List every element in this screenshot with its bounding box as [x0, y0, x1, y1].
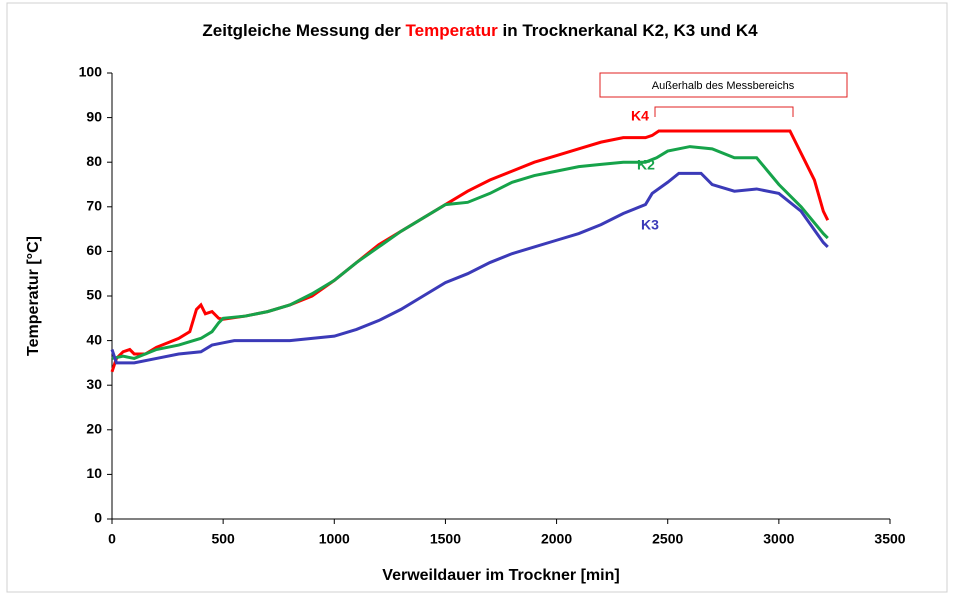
title-part: Zeitgleiche Messung der — [202, 21, 401, 40]
title-part: Temperatur — [406, 21, 499, 40]
y-tick-label: 30 — [86, 376, 102, 392]
x-tick-label: 3000 — [763, 531, 794, 547]
annotation: Außerhalb des Messbereichs — [652, 80, 795, 92]
y-tick-label: 40 — [86, 331, 102, 347]
y-axis-label: Temperatur [°C] — [25, 236, 42, 356]
x-tick-label: 1000 — [319, 531, 350, 547]
x-tick-label: 0 — [108, 531, 116, 547]
annotation-bracket — [654, 106, 794, 117]
y-tick-label: 70 — [86, 198, 102, 214]
x-tick-label: 2500 — [652, 531, 683, 547]
y-tick-label: 10 — [86, 465, 102, 481]
annotation-box — [599, 72, 848, 98]
chart-title: Zeitgleiche Messung der Temperatur in Tr… — [202, 21, 758, 40]
legend-label: K4 — [631, 108, 649, 124]
y-tick-label: 50 — [86, 287, 102, 303]
x-axis-label: Verweildauer im Trockner [min] — [382, 567, 619, 584]
x-tick-label: 3500 — [874, 531, 905, 547]
series-line — [110, 171, 829, 365]
y-tick-label: 90 — [86, 108, 102, 124]
y-tick-label: 60 — [86, 242, 102, 258]
x-tick-label: 1500 — [430, 531, 461, 547]
title-part: in Trocknerkanal K2, K3 und K4 — [503, 21, 759, 40]
legend-label: K3 — [641, 217, 659, 233]
x-tick-label: 2000 — [541, 531, 572, 547]
y-tick-label: 0 — [94, 510, 102, 526]
frame — [6, 2, 948, 593]
legend-label: K2 — [637, 157, 655, 173]
y-tick-label: 80 — [86, 153, 102, 169]
series-line — [111, 145, 829, 360]
y-tick-label: 100 — [79, 64, 103, 80]
y-tick-label: 20 — [86, 421, 102, 437]
x-tick-label: 500 — [211, 531, 235, 547]
